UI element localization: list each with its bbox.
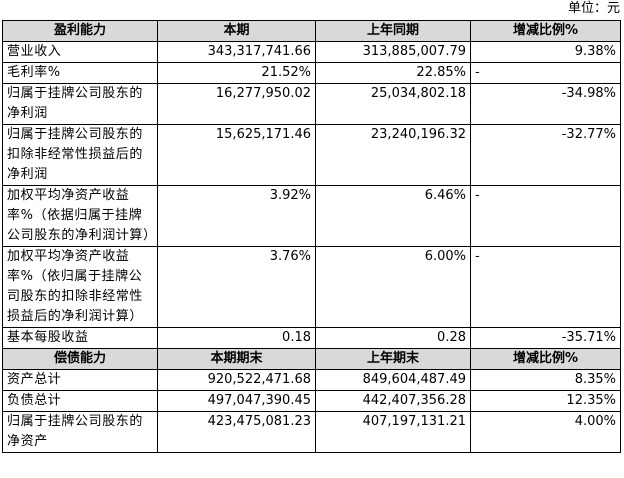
data-row: 归属于挂牌公司股东的净资产 423,475,081.23 407,197,131.2… [2, 411, 621, 453]
data-row: 营业收入 343,317,741.66 313,885,007.79 9.38% [2, 41, 621, 63]
row-label: 归属于挂牌公司股东的扣除非经常性损益后的净利润 [2, 124, 158, 186]
header-cell: 本期 [157, 20, 316, 42]
header-cell: 上年期末 [315, 348, 471, 370]
value-cell: 0.28 [315, 327, 471, 349]
value-cell: 849,604,487.49 [315, 369, 471, 391]
value-cell: 3.92% [157, 185, 316, 247]
value-cell: 9.38% [470, 41, 621, 63]
value-cell: 442,407,356.28 [315, 390, 471, 412]
value-cell: 6.00% [315, 246, 471, 328]
value-cell: 4.00% [470, 411, 621, 453]
value-cell: - [470, 62, 621, 84]
value-cell: -35.71% [470, 327, 621, 349]
header-cell: 本期期末 [157, 348, 316, 370]
value-cell: 497,047,390.45 [157, 390, 316, 412]
header-cell: 增减比例% [470, 348, 621, 370]
value-cell: 3.76% [157, 246, 316, 328]
unit-label: 单位：元 [567, 1, 620, 16]
header-row: 偿债能力 本期期末 上年期末 增减比例% [2, 348, 621, 370]
value-cell: 423,475,081.23 [157, 411, 316, 453]
value-cell: 12.35% [470, 390, 621, 412]
row-label: 归属于挂牌公司股东的净利润 [2, 83, 158, 125]
header-row: 盈利能力 本期 上年同期 增减比例% [2, 20, 621, 42]
data-row: 加权平均净资产收益率%（依归属于挂牌公司股东的扣除非经常性损益后的净利润计算） 3… [2, 246, 621, 328]
data-row: 负债总计 497,047,390.45 442,407,356.28 12.35% [2, 390, 621, 412]
row-label: 负债总计 [2, 390, 158, 412]
data-row: 毛利率% 21.52% 22.85% - [2, 62, 621, 84]
header-cell: 偿债能力 [2, 348, 158, 370]
value-cell: 343,317,741.66 [157, 41, 316, 63]
row-label: 资产总计 [2, 369, 158, 391]
value-cell: 8.35% [470, 369, 621, 391]
value-cell: 313,885,007.79 [315, 41, 471, 63]
row-label: 加权平均净资产收益率%（依归属于挂牌公司股东的扣除非经常性损益后的净利润计算） [2, 246, 158, 328]
financial-table: 盈利能力 本期 上年同期 增减比例% 营业收入 343,317,741.66 313,885… [2, 20, 621, 453]
header-cell: 盈利能力 [2, 20, 158, 42]
header-cell: 增减比例% [470, 20, 621, 42]
data-row: 基本每股收益 0.18 0.28 -35.71% [2, 327, 621, 349]
value-cell: 6.46% [315, 185, 471, 247]
value-cell: - [470, 246, 621, 328]
value-cell: 407,197,131.21 [315, 411, 471, 453]
value-cell: 23,240,196.32 [315, 124, 471, 186]
value-cell: -32.77% [470, 124, 621, 186]
data-row: 归属于挂牌公司股东的净利润 16,277,950.02 25,034,802.18-… [2, 83, 621, 125]
value-cell: 21.52% [157, 62, 316, 84]
value-cell: 0.18 [157, 327, 316, 349]
value-cell: -34.98% [470, 83, 621, 125]
value-cell: 25,034,802.18 [315, 83, 471, 125]
value-cell: 16,277,950.02 [157, 83, 316, 125]
row-label: 毛利率% [2, 62, 158, 84]
row-label: 基本每股收益 [2, 327, 158, 349]
row-label: 营业收入 [2, 41, 158, 63]
table-body: 盈利能力 本期 上年同期 增减比例% 营业收入 343,317,741.66 313,885… [2, 20, 621, 453]
data-row: 资产总计 920,522,471.68 849,604,487.49 8.35% [2, 369, 621, 391]
value-cell: - [470, 185, 621, 247]
value-cell: 15,625,171.46 [157, 124, 316, 186]
header-cell: 上年同期 [315, 20, 471, 42]
row-label: 加权平均净资产收益率%（依据归属于挂牌公司股东的净利润计算） [2, 185, 158, 247]
data-row: 加权平均净资产收益率%（依据归属于挂牌公司股东的净利润计算） 3.92% 6.46%… [2, 185, 621, 247]
value-cell: 22.85% [315, 62, 471, 84]
row-label: 归属于挂牌公司股东的净资产 [2, 411, 158, 453]
value-cell: 920,522,471.68 [157, 369, 316, 391]
data-row: 归属于挂牌公司股东的扣除非经常性损益后的净利润 15,625,171.46 23,2… [2, 124, 621, 186]
